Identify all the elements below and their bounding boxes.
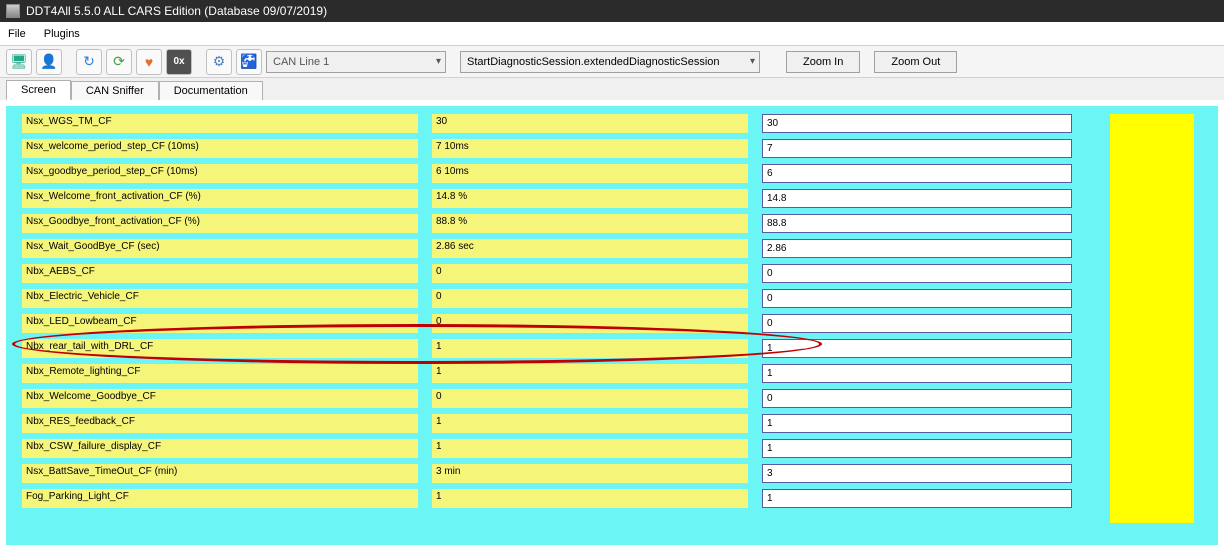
parameter-row: Nbx_rear_tail_with_DRL_CF 1: [22, 339, 1208, 358]
param-input[interactable]: [762, 314, 1072, 333]
param-label: Nbx_AEBS_CF: [22, 264, 418, 283]
diag-session-select[interactable]: StartDiagnosticSession.extendedDiagnosti…: [460, 51, 760, 73]
param-label: Nbx_LED_Lowbeam_CF: [22, 314, 418, 333]
param-label: Fog_Parking_Light_CF: [22, 489, 418, 508]
sync-icon[interactable]: ⟳: [106, 49, 132, 75]
parameter-row: Nbx_LED_Lowbeam_CF 0: [22, 314, 1208, 333]
param-label: Nsx_WGS_TM_CF: [22, 114, 418, 133]
parameter-row: Nsx_goodbye_period_step_CF (10ms) 6 10ms: [22, 164, 1208, 183]
param-label: Nsx_Wait_GoodBye_CF (sec): [22, 239, 418, 258]
zoom-in-button[interactable]: Zoom In: [786, 51, 860, 73]
refresh-icon[interactable]: ↻: [76, 49, 102, 75]
param-value: 1: [432, 414, 748, 433]
param-input[interactable]: [762, 139, 1072, 158]
param-input[interactable]: [762, 214, 1072, 233]
param-label: Nbx_Welcome_Goodbye_CF: [22, 389, 418, 408]
param-input[interactable]: [762, 164, 1072, 183]
parameter-row: Nbx_Electric_Vehicle_CF 0: [22, 289, 1208, 308]
param-input[interactable]: [762, 364, 1072, 383]
tap-icon[interactable]: 🚰: [236, 49, 262, 75]
parameter-row: Nbx_Remote_lighting_CF 1: [22, 364, 1208, 383]
param-value: 1: [432, 339, 748, 358]
menu-file[interactable]: File: [8, 28, 26, 40]
param-value: 30: [432, 114, 748, 133]
param-input[interactable]: [762, 114, 1072, 133]
param-input[interactable]: [762, 439, 1072, 458]
param-input[interactable]: [762, 189, 1072, 208]
param-value: 3 min: [432, 464, 748, 483]
content-wrapper: Nsx_WGS_TM_CF 30 Nsx_welcome_period_step_C…: [0, 100, 1224, 551]
param-label: Nsx_welcome_period_step_CF (10ms): [22, 139, 418, 158]
window-title: DDT4All 5.5.0 ALL CARS Edition (Database…: [26, 4, 327, 18]
can-line-select[interactable]: CAN Line 1: [266, 51, 446, 73]
param-input[interactable]: [762, 339, 1072, 358]
gear-icon[interactable]: ⚙: [206, 49, 232, 75]
param-input[interactable]: [762, 264, 1072, 283]
param-input[interactable]: [762, 289, 1072, 308]
tab-docs[interactable]: Documentation: [159, 81, 263, 100]
param-input[interactable]: [762, 414, 1072, 433]
parameter-rows: Nsx_WGS_TM_CF 30 Nsx_welcome_period_step_C…: [22, 114, 1208, 508]
param-label: Nsx_Goodbye_front_activation_CF (%): [22, 214, 418, 233]
parameter-row: Nsx_WGS_TM_CF 30: [22, 114, 1208, 133]
param-value: 14.8 %: [432, 189, 748, 208]
tab-bar: Screen CAN Sniffer Documentation: [0, 78, 1224, 100]
parameter-row: Nsx_Wait_GoodBye_CF (sec) 2.86 sec: [22, 239, 1208, 258]
yellow-sidebar: [1110, 114, 1194, 523]
param-input[interactable]: [762, 489, 1072, 508]
param-value: 0: [432, 264, 748, 283]
parameter-row: Nbx_CSW_failure_display_CF 1: [22, 439, 1208, 458]
param-value: 7 10ms: [432, 139, 748, 158]
tab-screen[interactable]: Screen: [6, 80, 71, 100]
expert-mode-icon[interactable]: 👤: [36, 49, 62, 75]
screen-content: Nsx_WGS_TM_CF 30 Nsx_welcome_period_step_C…: [6, 106, 1218, 545]
heart-icon[interactable]: ♥: [136, 49, 162, 75]
parameter-row: Nsx_Goodbye_front_activation_CF (%) 88.8 …: [22, 214, 1208, 233]
param-value: 0: [432, 314, 748, 333]
param-label: Nbx_Electric_Vehicle_CF: [22, 289, 418, 308]
parameter-row: Nbx_RES_feedback_CF 1: [22, 414, 1208, 433]
menu-bar: File Plugins: [0, 22, 1224, 46]
toolbar: 🖥 👤 ↻ ⟳ ♥ 0x ⚙ 🚰 CAN Line 1 StartDiagnos…: [0, 46, 1224, 78]
param-input[interactable]: [762, 464, 1072, 483]
tab-sniffer[interactable]: CAN Sniffer: [71, 81, 159, 100]
param-input[interactable]: [762, 389, 1072, 408]
param-value: 88.8 %: [432, 214, 748, 233]
param-label: Nbx_rear_tail_with_DRL_CF: [22, 339, 418, 358]
parameter-row: Nsx_welcome_period_step_CF (10ms) 7 10ms: [22, 139, 1208, 158]
param-label: Nbx_Remote_lighting_CF: [22, 364, 418, 383]
menu-plugins[interactable]: Plugins: [44, 28, 80, 40]
param-value: 1: [432, 489, 748, 508]
param-value: 1: [432, 439, 748, 458]
hex-icon[interactable]: 0x: [166, 49, 192, 75]
param-value: 2.86 sec: [432, 239, 748, 258]
param-label: Nsx_BattSave_TimeOut_CF (min): [22, 464, 418, 483]
parameter-row: Nbx_AEBS_CF 0: [22, 264, 1208, 283]
param-label: Nsx_goodbye_period_step_CF (10ms): [22, 164, 418, 183]
param-value: 6 10ms: [432, 164, 748, 183]
param-value: 0: [432, 389, 748, 408]
app-icon: [6, 4, 20, 18]
param-value: 0: [432, 289, 748, 308]
parameter-row: Fog_Parking_Light_CF 1: [22, 489, 1208, 508]
parameter-row: Nbx_Welcome_Goodbye_CF 0: [22, 389, 1208, 408]
zoom-out-button[interactable]: Zoom Out: [874, 51, 957, 73]
param-input[interactable]: [762, 239, 1072, 258]
param-label: Nbx_RES_feedback_CF: [22, 414, 418, 433]
parameter-row: Nsx_Welcome_front_activation_CF (%) 14.8 …: [22, 189, 1208, 208]
monitor-icon[interactable]: 🖥: [6, 49, 32, 75]
parameter-row: Nsx_BattSave_TimeOut_CF (min) 3 min: [22, 464, 1208, 483]
param-label: Nbx_CSW_failure_display_CF: [22, 439, 418, 458]
window-titlebar: DDT4All 5.5.0 ALL CARS Edition (Database…: [0, 0, 1224, 22]
param-value: 1: [432, 364, 748, 383]
param-label: Nsx_Welcome_front_activation_CF (%): [22, 189, 418, 208]
